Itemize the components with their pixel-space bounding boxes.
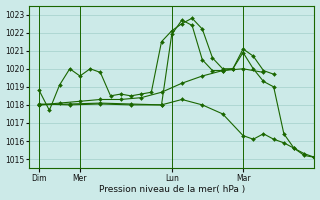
X-axis label: Pression niveau de la mer( hPa ): Pression niveau de la mer( hPa ): [99, 185, 245, 194]
